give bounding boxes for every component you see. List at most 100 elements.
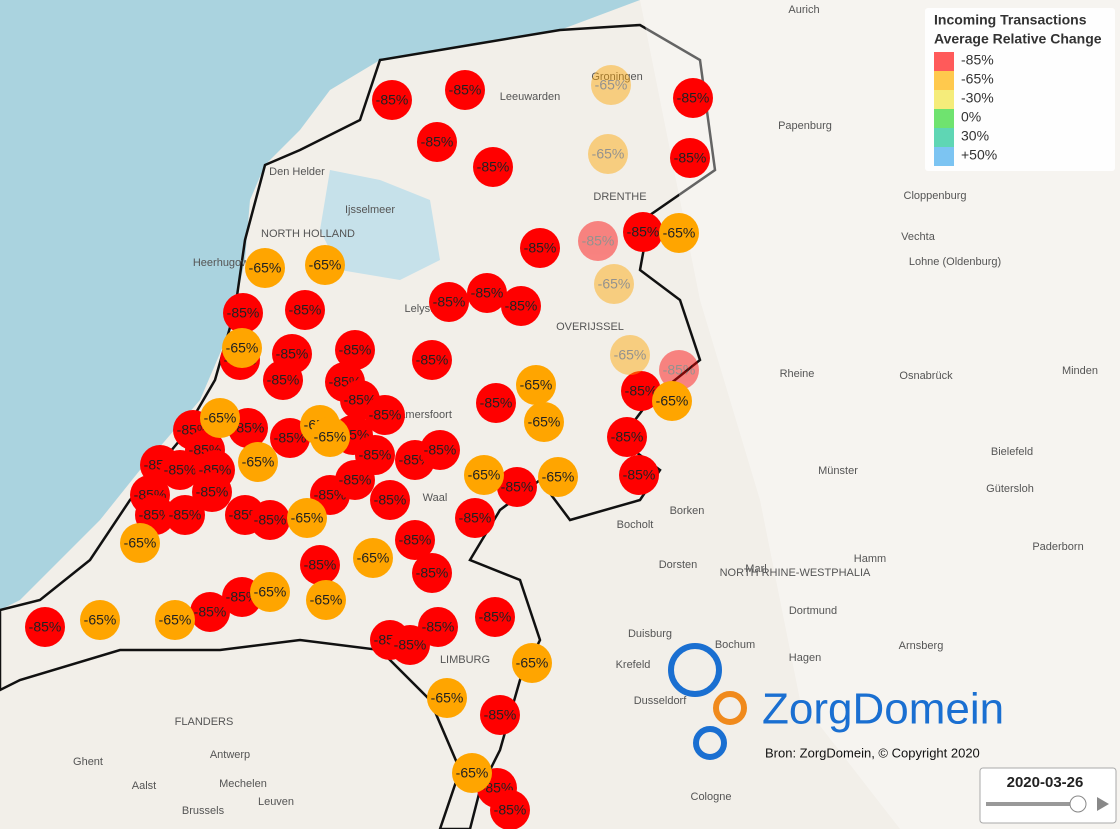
place-name: Lohne (Oldenburg) [909, 256, 1001, 268]
logo-ring [668, 643, 722, 697]
marker: -85% [372, 80, 412, 120]
marker-circle [250, 572, 290, 612]
marker: -85% [285, 290, 325, 330]
place-name: Paderborn [1032, 541, 1083, 553]
marker: -65% [610, 335, 650, 375]
marker-circle [619, 455, 659, 495]
marker-label: -85% [339, 472, 372, 488]
marker-label: -85% [627, 224, 660, 240]
place-name: FLANDERS [175, 716, 234, 728]
marker-label: -65% [528, 414, 561, 430]
place-name: Dortmund [789, 605, 837, 617]
marker-circle [300, 545, 340, 585]
marker-circle [370, 480, 410, 520]
marker-label: -85% [674, 150, 707, 166]
marker: -85% [25, 607, 65, 647]
marker-circle [501, 286, 541, 326]
marker-circle [659, 350, 699, 390]
marker-circle [623, 212, 663, 252]
timeline-date: 2020-03-26 [1007, 774, 1084, 791]
marker-label: -65% [314, 429, 347, 445]
marker: -65% [594, 264, 634, 304]
marker-circle [335, 460, 375, 500]
marker: -85% [497, 467, 537, 507]
marker: -65% [659, 213, 699, 253]
legend-label: 30% [961, 128, 989, 144]
place-name: Dorsten [659, 559, 698, 571]
marker-label: -85% [274, 430, 307, 446]
marker-circle [165, 495, 205, 535]
marker-label: -85% [304, 557, 337, 573]
marker: -65% [427, 678, 467, 718]
legend-swatch [934, 109, 954, 128]
marker: -85% [300, 545, 340, 585]
marker-circle [670, 138, 710, 178]
place-name: Waal [423, 492, 448, 504]
marker-circle [445, 70, 485, 110]
marker: -85% [160, 450, 200, 490]
legend-label: 0% [961, 109, 981, 125]
marker-label: -85% [376, 92, 409, 108]
ijsselmeer [320, 170, 440, 280]
marker-label: -85% [276, 346, 309, 362]
marker-label: -85% [459, 510, 492, 526]
marker: -65% [588, 134, 628, 174]
play-button[interactable] [1097, 797, 1109, 811]
marker: -85% [445, 70, 485, 110]
marker: -85% [670, 138, 710, 178]
place-name: Aalst [132, 780, 156, 792]
place-name: Leeuwarden [500, 91, 561, 103]
marker-label: -85% [677, 90, 710, 106]
marker: -85% [673, 78, 713, 118]
place-name: Krefeld [616, 659, 651, 671]
legend-swatch [934, 147, 954, 166]
place-name: Den Helder [269, 166, 325, 178]
place-name: Bielefeld [991, 446, 1033, 458]
marker-label: -65% [84, 612, 117, 628]
marker: -85% [501, 286, 541, 326]
place-name: Hagen [789, 652, 821, 664]
place-name: Cloppenburg [904, 190, 967, 202]
marker-label: -85% [480, 395, 513, 411]
marker-label: -65% [242, 454, 275, 470]
logo-name: ZorgDomein [762, 685, 1004, 734]
marker-label: -85% [479, 609, 512, 625]
marker-circle [467, 273, 507, 313]
marker-label: -65% [456, 765, 489, 781]
marker-circle [673, 78, 713, 118]
marker-circle [25, 607, 65, 647]
marker: -65% [538, 457, 578, 497]
marker-circle [652, 381, 692, 421]
slider-knob[interactable] [1069, 795, 1087, 813]
marker-circle [412, 553, 452, 593]
marker: -85% [335, 460, 375, 500]
logo-ring [713, 691, 747, 725]
marker-label: -85% [501, 479, 534, 495]
marker-circle [538, 457, 578, 497]
marker-circle [524, 402, 564, 442]
marker: -85% [412, 553, 452, 593]
marker: -85% [623, 212, 663, 252]
marker: -65% [287, 498, 327, 538]
marker-circle [490, 790, 530, 829]
marker-circle [516, 365, 556, 405]
place-name: Brussels [182, 805, 225, 817]
marker-label: -85% [582, 233, 615, 249]
marker-label: -85% [663, 362, 696, 378]
sea [0, 0, 640, 610]
place-name: Groningen [591, 71, 642, 83]
marker: -85% [473, 147, 513, 187]
marker-circle [607, 417, 647, 457]
place-name: Bocholt [617, 519, 654, 531]
marker-label: -65% [357, 550, 390, 566]
marker-label: -85% [623, 467, 656, 483]
place-name: Bochum [715, 639, 755, 651]
marker-circle [473, 147, 513, 187]
source: Bron: ZorgDomein, © Copyright 2020 [765, 745, 980, 760]
marker: -85% [619, 455, 659, 495]
marker: -65% [245, 248, 285, 288]
marker: -65% [306, 580, 346, 620]
marker-circle [238, 442, 278, 482]
